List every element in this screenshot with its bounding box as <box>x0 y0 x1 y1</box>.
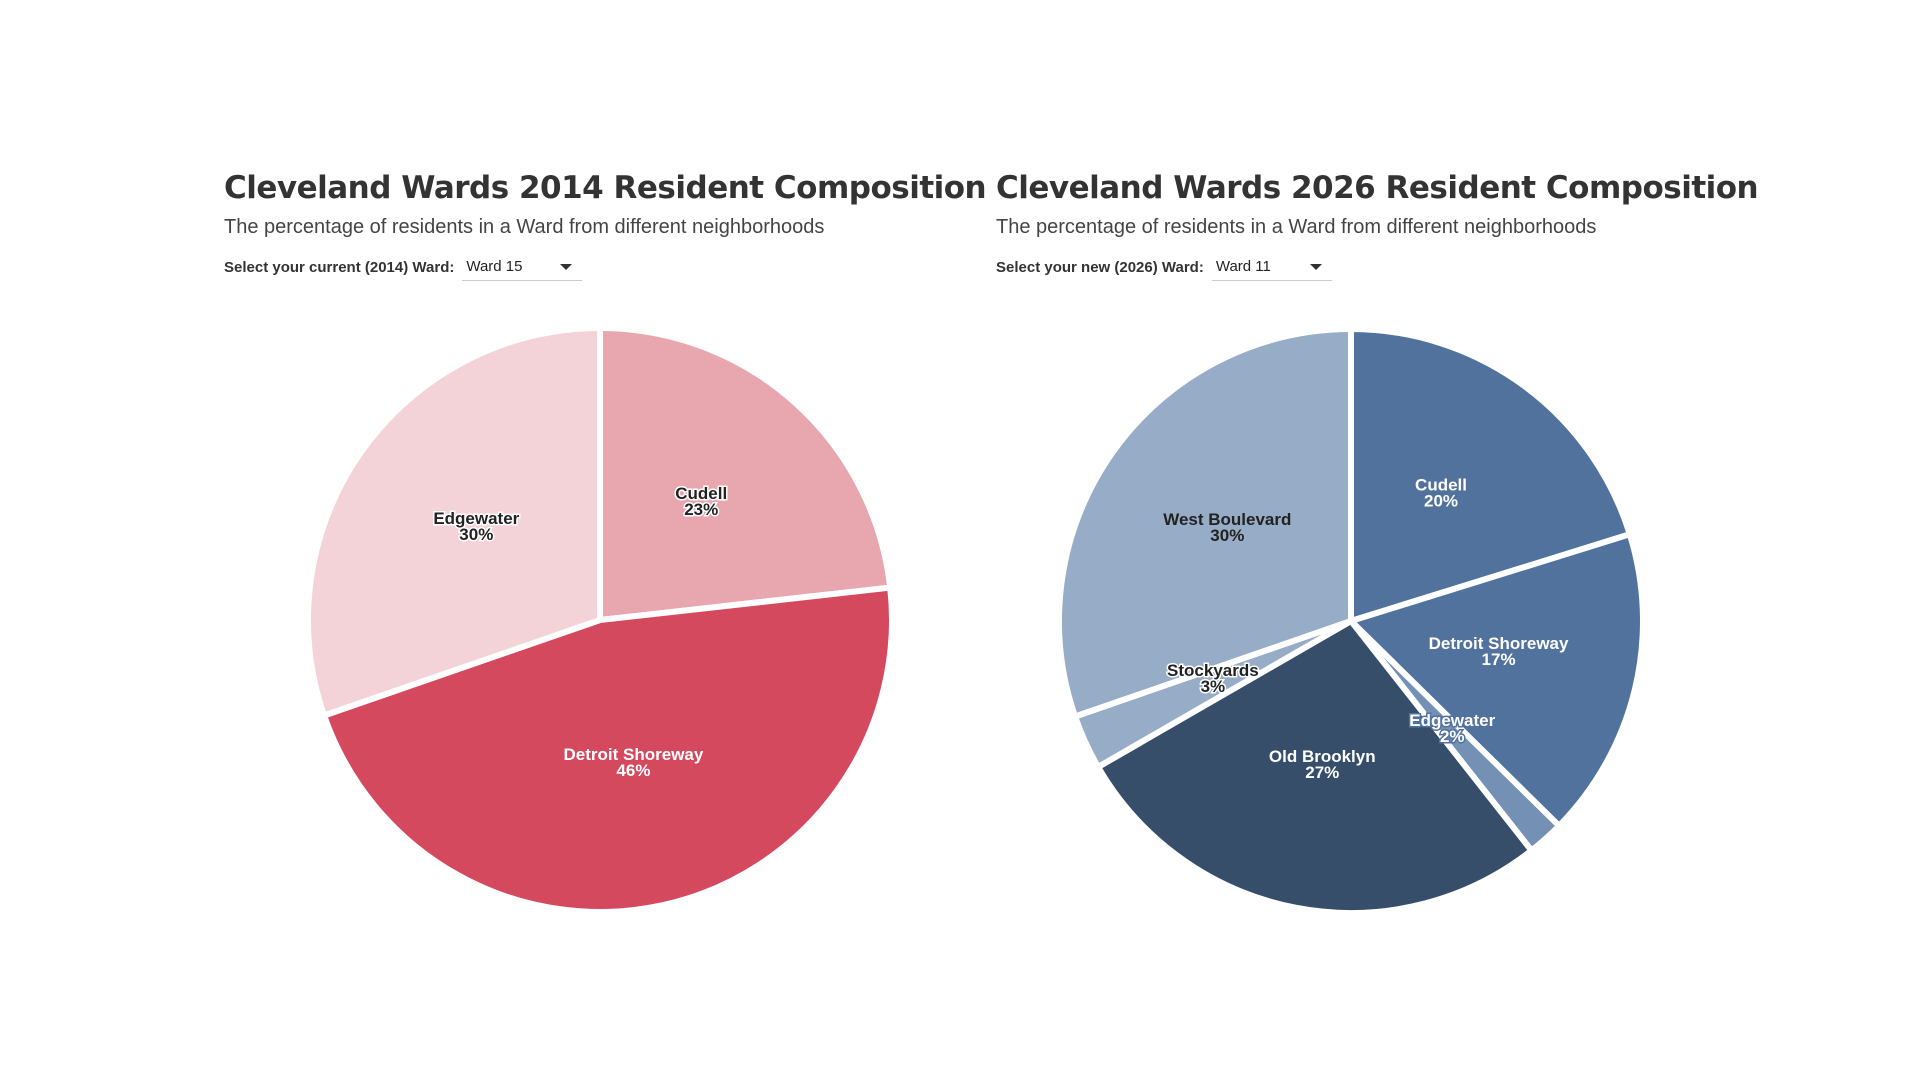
ward-2026-value-cudell: 20% <box>1424 492 1458 511</box>
ward-2026-label-west-boulevard: West Boulevard <box>1163 510 1291 529</box>
ward-2014-value-detroit-shoreway: 46% <box>616 761 650 780</box>
ward-2026-value-stockyards: 3% <box>1201 677 1226 696</box>
ward-2014-panel: Cleveland Wards 2014 Resident Compositio… <box>224 170 987 281</box>
ward-2026-value-edgewater: 2% <box>1440 727 1465 746</box>
chart-title-2014: Cleveland Wards 2014 Resident Compositio… <box>224 170 987 206</box>
ward-selector-row-2026: Select your new (2026) Ward: Ward 11 <box>996 253 1716 281</box>
ward-2026-selected-value: Ward 11 <box>1215 258 1271 275</box>
ward-2026-label-old-brooklyn: Old Brooklyn <box>1269 747 1376 766</box>
ward-2014-label-detroit-shoreway: Detroit Shoreway <box>564 745 704 764</box>
ward-2026-slice-west-boulevard[interactable] <box>1056 326 1354 720</box>
ward-2014-label-cudell: Cudell <box>675 484 727 503</box>
ward-2026-value-detroit-shoreway: 17% <box>1482 650 1516 669</box>
ward-selector-label-2026: Select your new (2026) Ward: <box>996 258 1204 276</box>
ward-2026-label-stockyards: Stockyards <box>1167 661 1259 680</box>
ward-2026-label-cudell: Cudell <box>1415 476 1467 495</box>
chart-title-2026: Cleveland Wards 2026 Resident Compositio… <box>996 170 1759 206</box>
ward-2026-value-old-brooklyn: 27% <box>1305 763 1339 782</box>
ward-2026-slice-old-brooklyn[interactable] <box>1095 618 1535 916</box>
chevron-down-icon <box>560 263 573 270</box>
ward-2014-selected-value: Ward 15 <box>466 258 523 275</box>
ward-2026-slice-detroit-shoreway[interactable] <box>1348 531 1646 829</box>
ward-2026-label-edgewater: Edgewater <box>1409 711 1495 730</box>
ward-2014-dropdown[interactable]: Ward 15 <box>462 253 583 281</box>
ward-2026-value-west-boulevard: 30% <box>1210 526 1244 545</box>
ward-2014-slice-edgewater[interactable] <box>305 325 603 719</box>
ward-2026-panel: Cleveland Wards 2026 Resident Compositio… <box>996 170 1759 281</box>
chart-subtitle-2014: The percentage of residents in a Ward fr… <box>224 216 825 238</box>
chevron-down-icon <box>1309 263 1322 270</box>
ward-2026-slice-cudell[interactable] <box>1348 326 1633 624</box>
chart-subtitle-2026: The percentage of residents in a Ward fr… <box>996 216 1597 238</box>
ward-2026-label-detroit-shoreway: Detroit Shoreway <box>1429 634 1569 653</box>
ward-2026-dropdown[interactable]: Ward 11 <box>1211 253 1332 281</box>
ward-2014-value-edgewater: 30% <box>459 525 493 544</box>
ward-selector-label-2014: Select your current (2014) Ward: <box>224 258 455 276</box>
ward-2014-value-cudell: 23% <box>684 500 718 519</box>
ward-selector-row-2014: Select your current (2014) Ward: Ward 15 <box>224 253 944 281</box>
ward-2014-slice-cudell[interactable] <box>597 325 894 623</box>
ward-2014-label-edgewater: Edgewater <box>433 509 519 528</box>
